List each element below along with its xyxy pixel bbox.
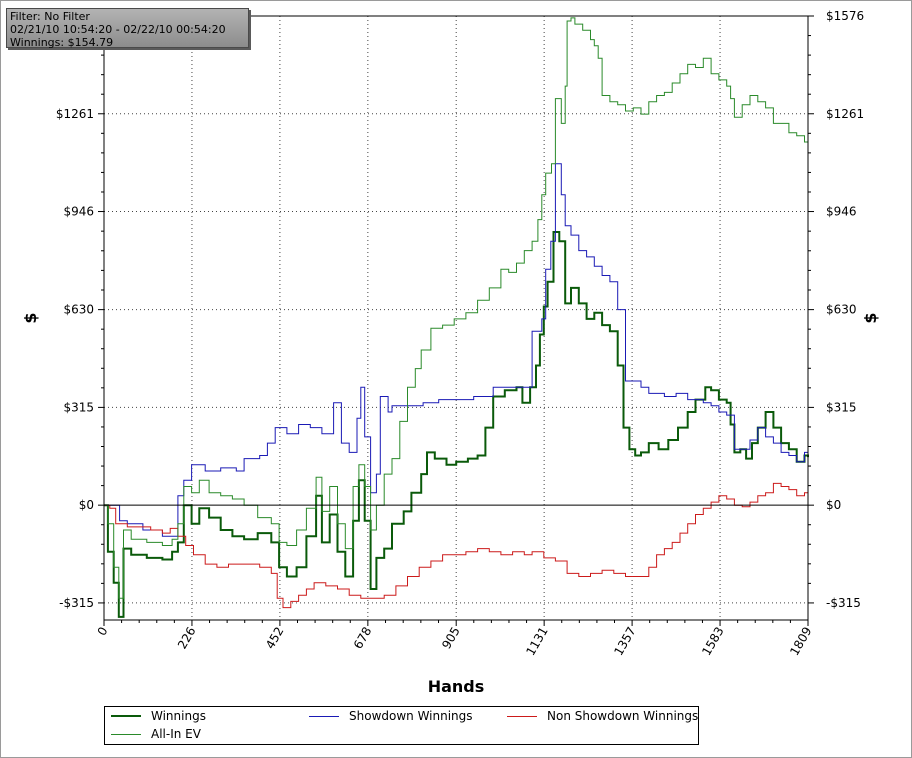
plot-area-border [103, 15, 809, 621]
x-tick-label: 0 [95, 625, 111, 639]
date-range-text: 02/21/10 10:54:20 - 02/22/10 00:54:20 [10, 23, 226, 36]
x-tick-label: 1583 [699, 625, 726, 658]
y-tick-label-left: $0 [79, 498, 94, 512]
y-tick-label-right: $1576 [826, 9, 864, 23]
y-axis-title-left: $ [21, 312, 40, 323]
legend-label: Non Showdown Winnings [547, 709, 699, 723]
series-line-showdown-winnings [104, 163, 809, 537]
y-tick-label-right: $315 [826, 400, 857, 414]
y-tick-label-left: $946 [63, 205, 94, 219]
legend-swatch [309, 715, 339, 717]
legend-item: All-In EV [111, 726, 201, 742]
legend-item: Non Showdown Winnings [507, 708, 698, 724]
grid [104, 15, 808, 620]
filter-text: Filter: No Filter [10, 10, 90, 23]
legend-label: Showdown Winnings [349, 709, 473, 723]
x-tick-label: 1809 [787, 625, 814, 658]
x-tick-label: 1357 [611, 625, 638, 658]
y-tick-label-right: $0 [826, 498, 841, 512]
legend-swatch [111, 733, 141, 735]
x-axis-title: Hands [428, 677, 485, 696]
x-tick-label: 226 [175, 625, 199, 652]
y-tick-label-left: $1261 [56, 107, 94, 121]
winnings-text: Winnings: $154.79 [10, 36, 114, 49]
y-axis-title-right: $ [861, 312, 880, 323]
y-tick-label-left: $315 [63, 400, 94, 414]
legend-item: Showdown Winnings [309, 708, 473, 724]
series-line-non-showdown-winnings [104, 482, 809, 609]
y-tick-label-right: $946 [826, 205, 857, 219]
x-tick-label: 1131 [523, 625, 550, 658]
y-tick-label-right: $1261 [826, 107, 864, 121]
y-tick-label-right: -$315 [826, 596, 861, 610]
y-tick-label-right: $630 [826, 303, 857, 317]
filter-info-box: Filter: No Filter 02/21/10 10:54:20 - 02… [6, 8, 249, 49]
legend-label: Winnings [151, 709, 206, 723]
legend-item: Winnings [111, 708, 206, 724]
legend-swatch [111, 715, 141, 717]
series-lines [104, 17, 809, 618]
x-tick-label: 905 [439, 625, 463, 652]
series-line-all-in-ev [104, 17, 809, 599]
legend: Winnings Showdown Winnings Non Showdown Wi… [104, 706, 699, 745]
legend-swatch [507, 715, 537, 717]
x-tick-label: 452 [263, 625, 287, 652]
legend-label: All-In EV [151, 727, 201, 741]
axes: -$315 -$315 $0 $0 $315 $315 $630 $630 $946 $946 $1… [56, 9, 864, 658]
y-tick-label-left: $630 [63, 303, 94, 317]
x-tick-label: 678 [351, 625, 375, 652]
y-tick-label-left: -$315 [59, 596, 94, 610]
